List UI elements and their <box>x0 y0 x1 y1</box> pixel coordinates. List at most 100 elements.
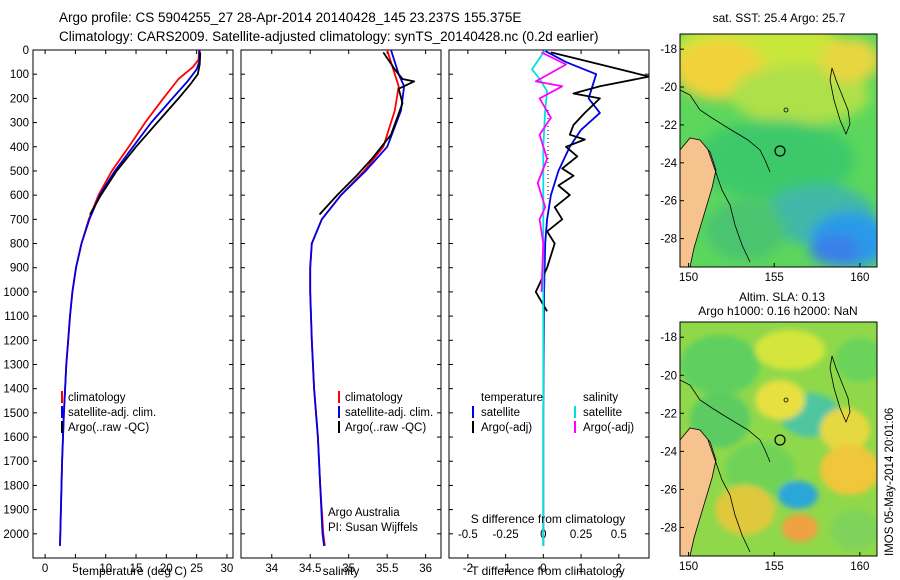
reef-contour <box>829 355 851 424</box>
map-x-tick-label: 155 <box>765 561 784 573</box>
s-tick-label: 0.25 <box>570 529 592 541</box>
x-tick-label: 5 <box>72 563 78 575</box>
australia-coast <box>680 427 717 556</box>
imos-timestamp: IMOS 05-May-2014 20:01:06 <box>884 408 896 556</box>
y-tick-label: 1900 <box>3 505 29 517</box>
x-tick-label: 35 <box>342 563 355 575</box>
legend-label-s-satellite: satellite <box>583 407 622 419</box>
header-line-1: Argo profile: CS 5904255_27 28-Apr-2014 … <box>59 10 521 25</box>
annotation-argo-australia: Argo Australia <box>328 507 400 519</box>
map-y-tick-label: -26 <box>660 196 677 208</box>
series-line-argo-raw-qc- <box>89 52 202 215</box>
y-tick-label: 700 <box>10 214 29 226</box>
seamount-contour <box>707 439 751 553</box>
x-tick-label: 0 <box>540 563 546 575</box>
x-tick-label: 0 <box>42 563 48 575</box>
y-tick-label: 600 <box>10 190 29 202</box>
series-line-t-argo-adj- <box>534 51 649 312</box>
argo-position-marker <box>774 434 786 446</box>
seamount-contour <box>707 149 751 263</box>
x-tick-label: 34.5 <box>299 563 321 575</box>
shelf-contour <box>680 89 771 173</box>
map-y-tick-label: -28 <box>660 234 677 246</box>
y-tick-label: 2000 <box>3 529 29 541</box>
header-line-2: Climatology: CARS2009. Satellite-adjuste… <box>59 29 599 44</box>
temperature-panel: 0100200300400500600700800900100011001200… <box>3 45 234 578</box>
y-tick-label: 1500 <box>3 408 29 420</box>
legend-label-argo: Argo(..raw -QC) <box>345 422 426 434</box>
y-tick-label: 800 <box>10 239 29 251</box>
reef-contour <box>829 67 851 136</box>
temperature-xlabel: temperature (deg C) <box>79 564 187 578</box>
map-x-tick-label: 155 <box>765 272 784 284</box>
australia-coast <box>680 137 717 267</box>
series-line-satellite-adj-clim- <box>59 50 201 546</box>
legend-temperature-heading: temperature <box>481 392 543 404</box>
difference-legend: temperature satellite Argo(-adj) salinit… <box>472 392 634 434</box>
x-tick-label: 25 <box>190 563 203 575</box>
x-tick-label: 35.5 <box>376 563 398 575</box>
x-tick-label: 1 <box>578 563 584 575</box>
y-tick-label: 1300 <box>3 359 29 371</box>
sst-map-title: sat. SST: 25.4 Argo: 25.7 <box>713 11 846 25</box>
map-x-tick-label: 150 <box>679 561 698 573</box>
t-difference-xlabel: T difference from climatology <box>471 564 625 578</box>
s-difference-xlabel: S difference from climatology <box>471 512 626 526</box>
salinity-legend: climatology satellite-adj. clim. Argo(..… <box>338 391 433 434</box>
series-line-s-argo-adj- <box>534 51 567 292</box>
difference-panel: -2 -1 0 1 2-0.5 -0.25 0 0.25 0.5 T difference fr… <box>448 49 650 578</box>
y-tick-label: 400 <box>10 142 29 154</box>
legend-label-climatology: climatology <box>68 392 126 404</box>
argo-position-marker <box>774 145 786 157</box>
y-tick-label: 100 <box>10 69 29 81</box>
s-tick-label: -0.25 <box>492 529 518 541</box>
x-tick-label: -2 <box>463 563 473 575</box>
map-y-tick-label: -26 <box>660 484 677 496</box>
annotation-pi: PI: Susan Wijffels <box>328 522 418 534</box>
map-y-tick-label: -20 <box>660 82 677 94</box>
y-tick-label: 1200 <box>3 335 29 347</box>
y-tick-label: 300 <box>10 118 29 130</box>
map-y-tick-label: -22 <box>660 120 677 132</box>
s-tick-label: -0.5 <box>458 529 478 541</box>
sla-map-subtitle: Argo h1000: 0.16 h2000: NaN <box>698 304 857 318</box>
temperature-legend: climatology satellite-adj. clim. Argo(..… <box>61 391 156 434</box>
x-tick-label: 15 <box>130 563 143 575</box>
sla-map: Altim. SLA: 0.13 Argo h1000: 0.16 h2000:… <box>660 290 878 573</box>
shelf-contour <box>680 379 771 463</box>
s-tick-label: 0.5 <box>611 529 627 541</box>
legend-label-climatology: climatology <box>345 392 403 404</box>
map-y-tick-label: -18 <box>660 44 677 56</box>
legend-label-t-argo: Argo(-adj) <box>481 422 532 434</box>
map-x-tick-label: 160 <box>850 561 869 573</box>
y-tick-label: 0 <box>23 45 29 57</box>
map-y-tick-label: -20 <box>660 370 677 382</box>
map-y-tick-label: -24 <box>660 158 677 170</box>
map-y-tick-label: -24 <box>660 446 677 458</box>
x-tick-label: 30 <box>221 563 234 575</box>
series-line-argo-raw-qc- <box>318 51 415 216</box>
x-tick-label: 20 <box>160 563 173 575</box>
series-line-t-satellite <box>542 50 601 546</box>
map-x-tick-label: 150 <box>679 272 698 284</box>
legend-label-s-argo: Argo(-adj) <box>583 422 634 434</box>
map-y-tick-label: -28 <box>660 522 677 534</box>
y-tick-label: 500 <box>10 166 29 178</box>
x-tick-label: 10 <box>99 563 112 575</box>
legend-label-argo: Argo(..raw -QC) <box>68 422 149 434</box>
legend-label-satellite: satellite-adj. clim. <box>68 407 156 419</box>
y-tick-label: 1600 <box>3 432 29 444</box>
legend-label-t-satellite: satellite <box>481 407 520 419</box>
map-x-tick-label: 160 <box>850 272 869 284</box>
salinity-xlabel: salinity <box>323 564 360 578</box>
legend-label-satellite: satellite-adj. clim. <box>345 407 433 419</box>
legend-salinity-heading: salinity <box>583 392 618 404</box>
x-tick-label: 36 <box>419 563 432 575</box>
x-tick-label: -1 <box>500 563 510 575</box>
small-island <box>783 107 789 113</box>
x-tick-label: 2 <box>616 563 622 575</box>
y-tick-label: 1700 <box>3 456 29 468</box>
y-tick-label: 1100 <box>4 311 29 323</box>
y-tick-label: 1400 <box>3 384 29 396</box>
